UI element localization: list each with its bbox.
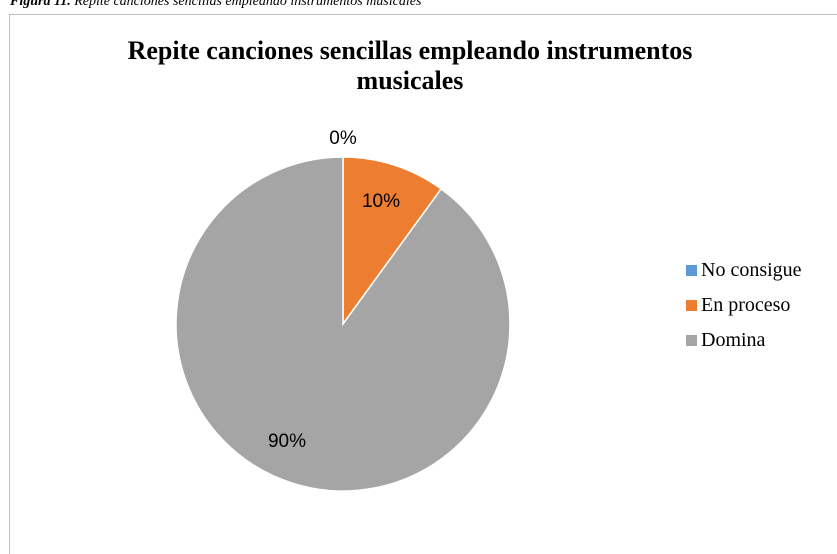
legend-swatch [686,334,697,346]
pie-chart: 0% 10% 90% [175,128,511,492]
chart-area [9,14,837,554]
legend-swatch [686,299,697,311]
chart-legend: No consigue En proceso Domina [686,258,802,365]
data-label-en-proceso: 10% [362,191,400,212]
legend-swatch [686,264,697,276]
chart-title-line-2: musicales [356,66,464,95]
legend-label: No consigue [701,258,802,281]
data-label-no-consigue: 0% [329,128,357,149]
figure-caption-label: Figura 11. [10,0,71,9]
legend-item-domina: Domina [686,328,802,351]
legend-label: En proceso [701,293,791,316]
pie-slice-en-proceso [342,156,443,327]
legend-item-en-proceso: En proceso [686,293,802,316]
legend-label: Domina [701,328,766,351]
chart-title: Repite canciones sencillas empleando ins… [80,36,740,96]
figure-caption-text: Repite canciones sencillas empleando ins… [74,0,422,9]
figure-caption: Figura 11. Repite canciones sencillas em… [10,0,421,10]
chart-title-line-1: Repite canciones sencillas empleando ins… [127,36,693,65]
pie-slice-domina [175,156,511,492]
legend-item-no-consigue: No consigue [686,258,802,281]
data-label-domina: 90% [268,431,306,452]
